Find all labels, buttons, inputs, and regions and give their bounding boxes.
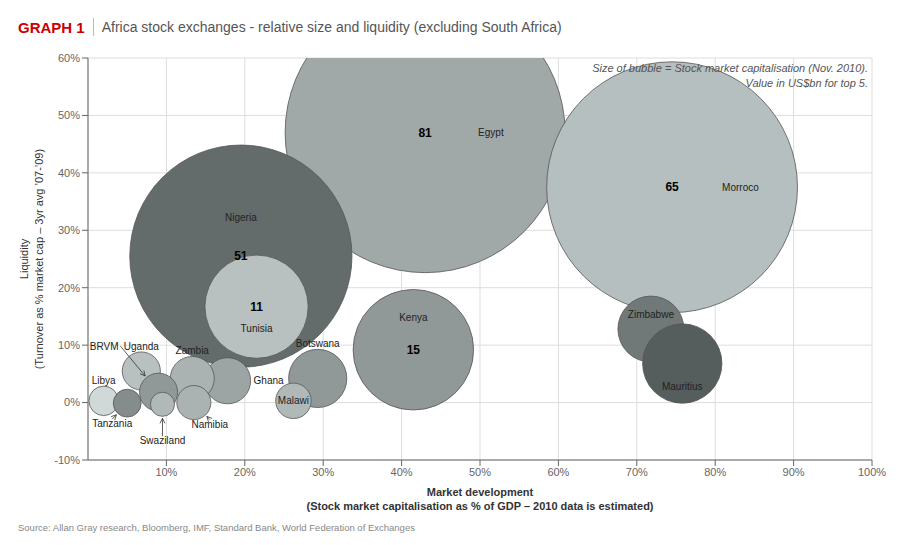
svg-text:(Stock market capitalisation a: (Stock market capitalisation as % of GDP… xyxy=(306,500,653,512)
svg-text:70%: 70% xyxy=(626,466,648,478)
svg-text:60%: 60% xyxy=(547,466,569,478)
html-text:GRAPH 1: GRAPH 1 xyxy=(18,18,85,36)
svg-text:Malawi: Malawi xyxy=(278,395,309,406)
svg-text:10%: 10% xyxy=(58,339,80,351)
svg-text:Liquidity: Liquidity xyxy=(18,238,30,279)
svg-text:Namibia: Namibia xyxy=(191,419,228,430)
svg-text:Ghana: Ghana xyxy=(254,375,284,386)
svg-text:20%: 20% xyxy=(58,282,80,294)
svg-text:0%: 0% xyxy=(64,396,80,408)
svg-text:Zimbabwe: Zimbabwe xyxy=(628,309,675,320)
svg-text:50%: 50% xyxy=(469,466,491,478)
svg-text:Libya: Libya xyxy=(92,375,116,386)
svg-text:Tunisia: Tunisia xyxy=(241,323,273,334)
svg-text:30%: 30% xyxy=(312,466,334,478)
svg-text:Nigeria: Nigeria xyxy=(225,212,257,223)
html-text:Africa stock exchanges - relat: Africa stock exchanges - relative size a… xyxy=(101,19,562,35)
svg-text:Egypt: Egypt xyxy=(478,127,504,138)
svg-text:60%: 60% xyxy=(58,52,80,64)
svg-text:BRVM: BRVM xyxy=(90,341,119,352)
svg-text:51: 51 xyxy=(234,249,248,263)
svg-text:90%: 90% xyxy=(783,466,805,478)
svg-text:Kenya: Kenya xyxy=(399,312,428,323)
svg-text:Value in US$bn for top 5.: Value in US$bn for top 5. xyxy=(745,77,868,89)
svg-text:Market development: Market development xyxy=(427,486,534,498)
svg-text:Size of bubble = Stock market: Size of bubble = Stock market capitalisa… xyxy=(592,62,868,74)
svg-text:Uganda: Uganda xyxy=(124,341,159,352)
svg-text:Zambia: Zambia xyxy=(176,345,210,356)
svg-text:10%: 10% xyxy=(155,466,177,478)
svg-text:40%: 40% xyxy=(391,466,413,478)
svg-text:80%: 80% xyxy=(704,466,726,478)
svg-text:Tanzania: Tanzania xyxy=(92,418,132,429)
svg-text:81: 81 xyxy=(418,126,432,140)
svg-text:40%: 40% xyxy=(58,167,80,179)
svg-text:Morroco: Morroco xyxy=(722,182,759,193)
svg-text:Swaziland: Swaziland xyxy=(140,435,186,446)
svg-text:100%: 100% xyxy=(858,466,886,478)
svg-text:30%: 30% xyxy=(58,224,80,236)
svg-text:Botswana: Botswana xyxy=(296,338,340,349)
svg-text:(Turnover as % market cap – 3y: (Turnover as % market cap – 3yr avg ’07-… xyxy=(33,149,45,369)
svg-text:11: 11 xyxy=(250,300,263,314)
svg-text:15: 15 xyxy=(407,343,421,357)
svg-text:Source: Allan Gray research, B: Source: Allan Gray research, Bloomberg, … xyxy=(18,522,415,533)
svg-text:65: 65 xyxy=(665,180,679,194)
svg-text:50%: 50% xyxy=(58,109,80,121)
svg-text:Mauritius: Mauritius xyxy=(662,381,703,392)
svg-text:-10%: -10% xyxy=(54,454,80,466)
svg-text:20%: 20% xyxy=(234,466,256,478)
